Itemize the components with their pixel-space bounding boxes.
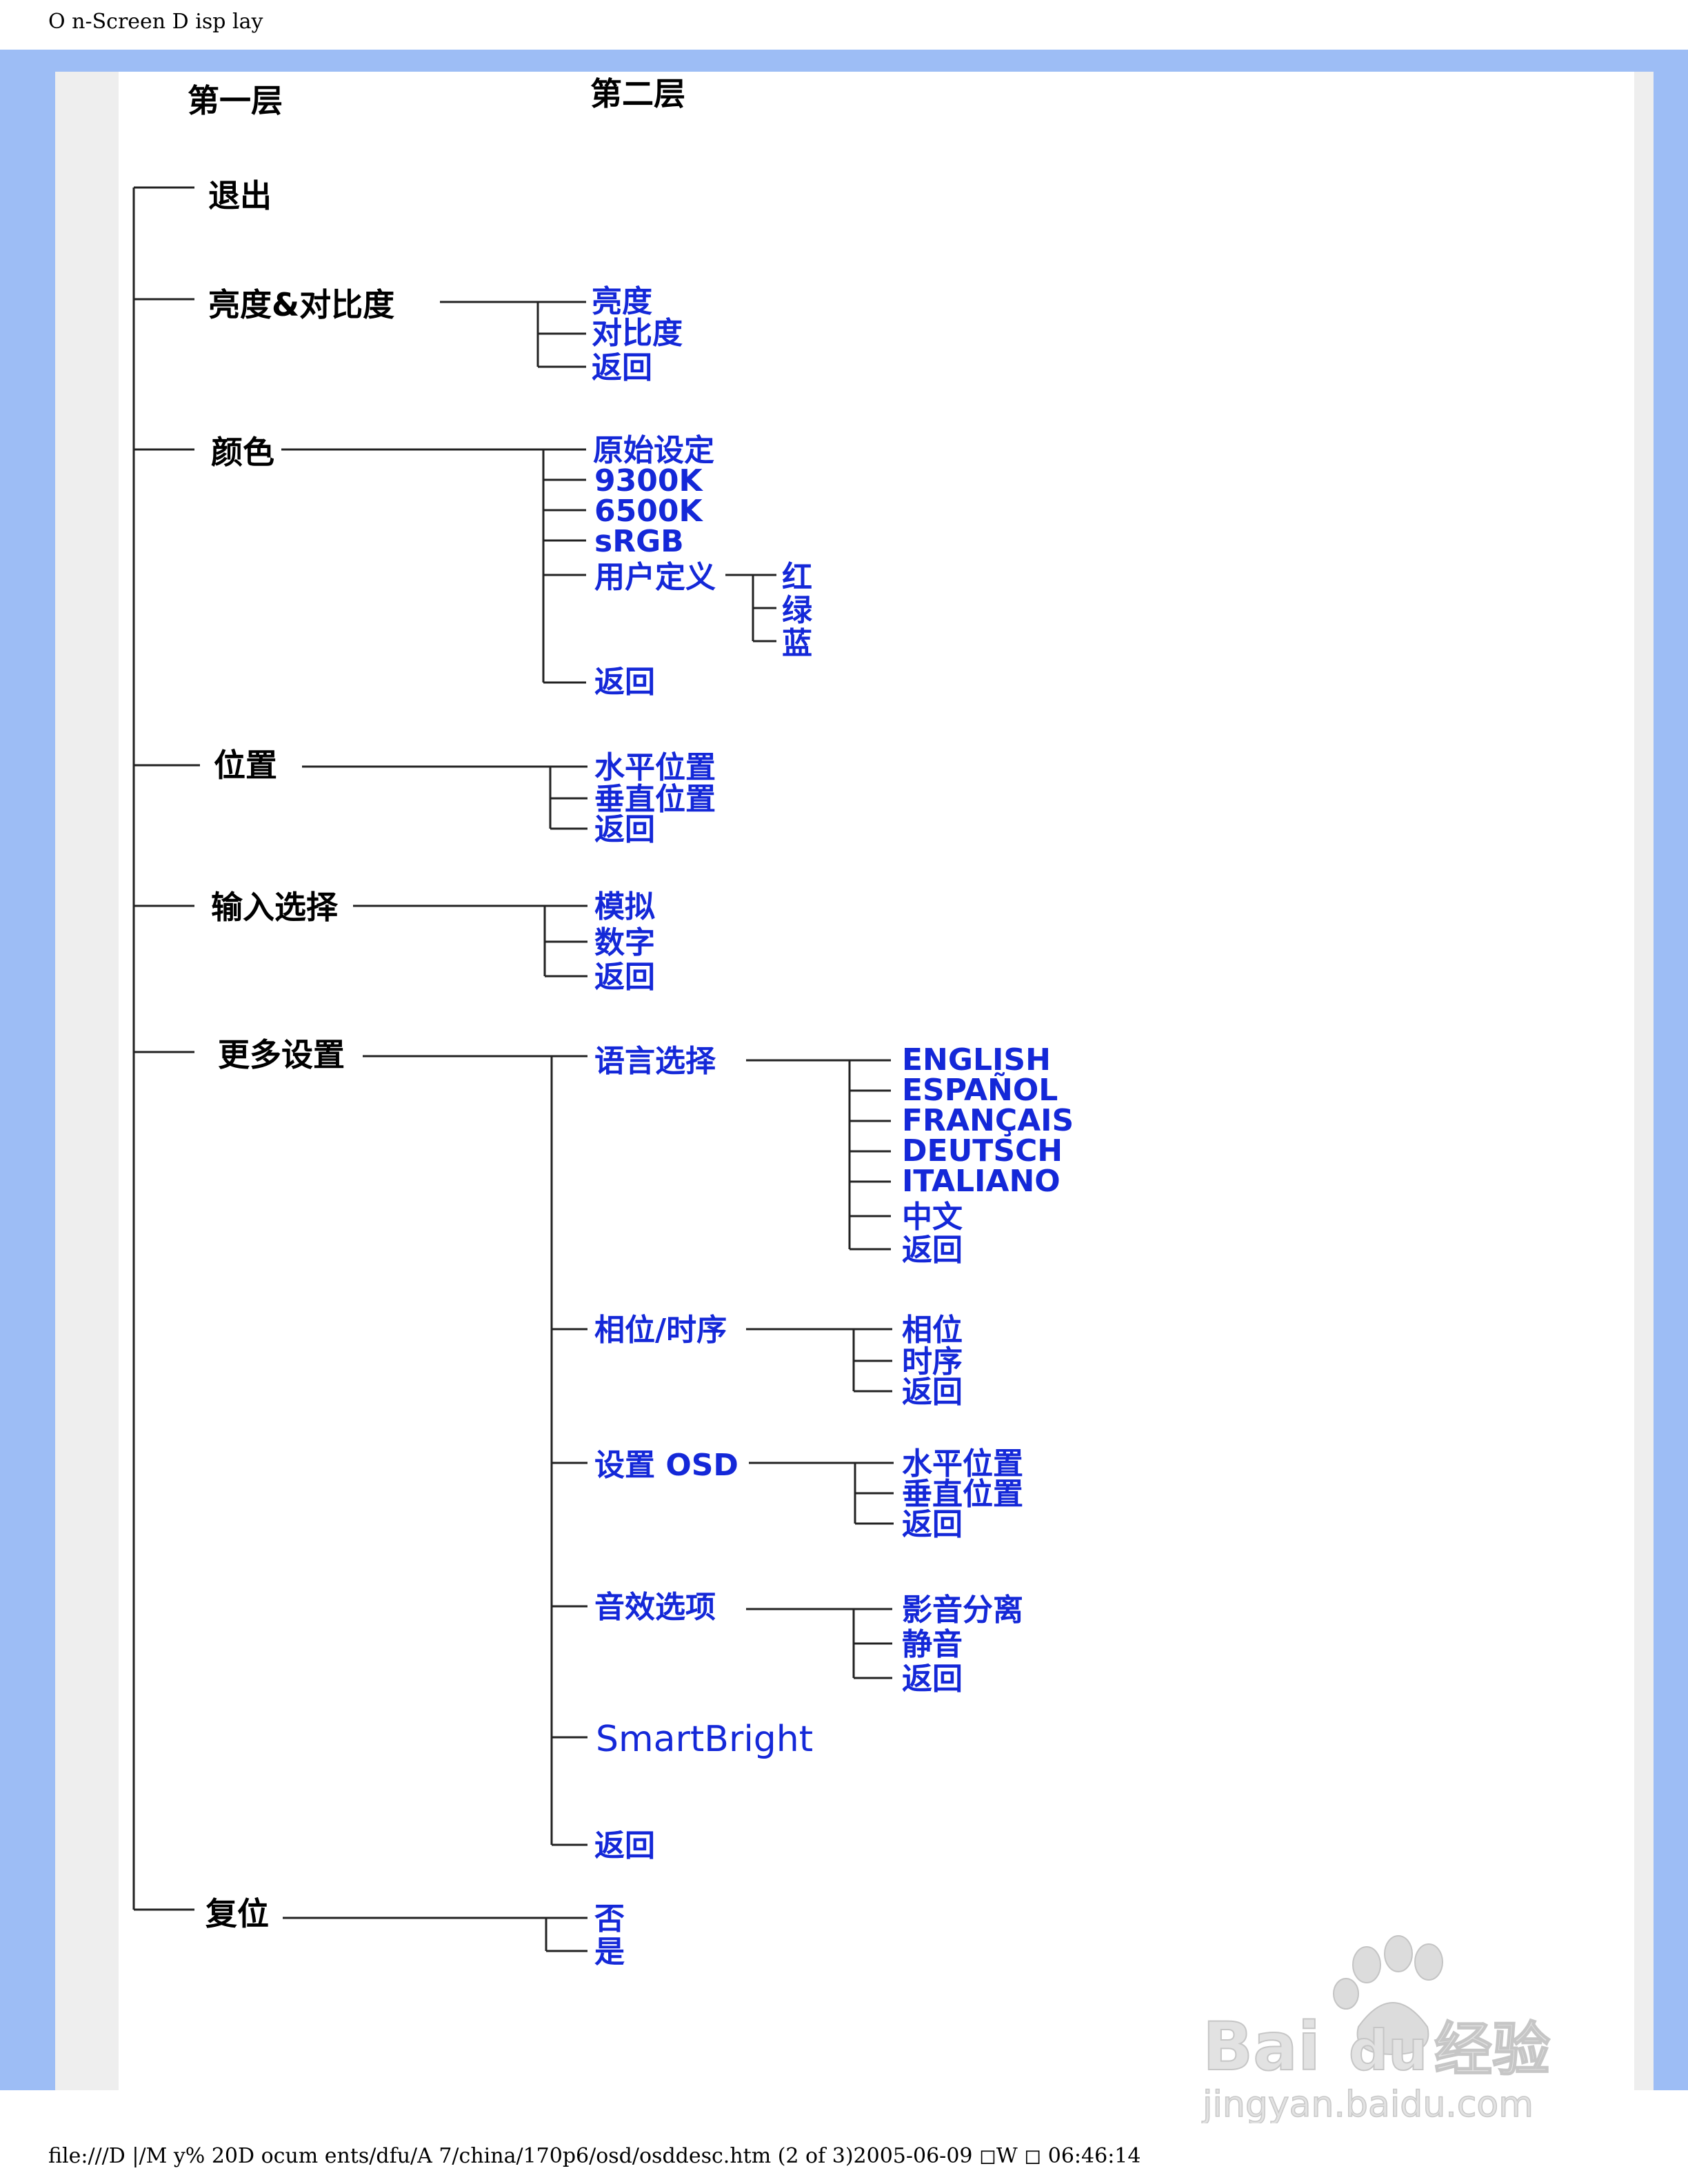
header-level2: 第二层 — [590, 75, 685, 112]
item-audio-back[interactable]: 返回 — [902, 1661, 963, 1697]
item-phase-clock-back[interactable]: 返回 — [902, 1375, 963, 1410]
watermark-brand-a: Bai — [1203, 2008, 1320, 2085]
item-phase-clock[interactable]: 相位/时序 — [594, 1313, 727, 1348]
level1-input-select: 输入选择 — [211, 889, 339, 926]
baidu-watermark: Bai du 经验 jingyan.baidu.com — [1201, 1935, 1551, 2123]
item-position-back[interactable]: 返回 — [594, 812, 655, 847]
item-espanol[interactable]: ESPAÑOL — [902, 1071, 1058, 1108]
item-contrast[interactable]: 对比度 — [592, 316, 683, 351]
item-stereo[interactable]: 影音分离 — [902, 1593, 1023, 1628]
item-more-back[interactable]: 返回 — [594, 1828, 655, 1863]
item-english[interactable]: ENGLISH — [902, 1042, 1051, 1078]
page-header: O n-Screen D isp lay — [48, 10, 263, 34]
item-input-back[interactable]: 返回 — [594, 960, 655, 995]
right-gutter — [1634, 72, 1654, 2090]
item-green[interactable]: 绿 — [782, 593, 813, 628]
level1-brightness-contrast: 亮度&对比度 — [208, 286, 394, 323]
paw-icon — [1333, 1935, 1443, 2056]
item-language[interactable]: 语言选择 — [594, 1044, 716, 1079]
item-osd-setting[interactable]: 设置 OSD — [594, 1448, 738, 1483]
item-srgb[interactable]: sRGB — [594, 524, 684, 559]
content-panel — [55, 72, 1634, 2090]
item-language-back[interactable]: 返回 — [902, 1233, 963, 1268]
item-v-position[interactable]: 垂直位置 — [594, 782, 716, 817]
level1-reset: 复位 — [205, 1895, 269, 1932]
item-no[interactable]: 否 — [594, 1901, 625, 1937]
item-smartbright[interactable]: SmartBright — [596, 1719, 813, 1760]
level1-exit: 退出 — [208, 177, 272, 214]
item-clock[interactable]: 时序 — [902, 1344, 963, 1379]
item-osd-v-position[interactable]: 垂直位置 — [902, 1477, 1023, 1512]
header-level1: 第一层 — [188, 82, 283, 119]
item-italiano[interactable]: ITALIANO — [902, 1164, 1061, 1199]
item-user-define[interactable]: 用户定义 — [594, 560, 716, 595]
item-h-position[interactable]: 水平位置 — [594, 750, 716, 785]
left-gutter — [55, 72, 119, 2090]
item-color-back[interactable]: 返回 — [594, 665, 655, 700]
item-original[interactable]: 原始设定 — [593, 433, 714, 468]
item-chinese[interactable]: 中文 — [902, 1200, 963, 1235]
item-mute[interactable]: 静音 — [902, 1627, 963, 1662]
level1-more-settings: 更多设置 — [218, 1036, 345, 1073]
item-6500k[interactable]: 6500K — [594, 494, 703, 529]
level1-color: 颜色 — [211, 434, 274, 471]
item-osd-back[interactable]: 返回 — [902, 1507, 963, 1542]
page-footer: file:///D |/M y% 20D ocum ents/dfu/A 7/c… — [48, 2144, 1141, 2168]
item-9300k[interactable]: 9300K — [594, 463, 703, 498]
item-blue[interactable]: 蓝 — [782, 626, 812, 661]
item-phase[interactable]: 相位 — [902, 1313, 963, 1348]
level1-position: 位置 — [214, 747, 277, 784]
item-brightness[interactable]: 亮度 — [592, 284, 652, 319]
item-red[interactable]: 红 — [782, 560, 812, 595]
watermark-brand-cn: 经验 — [1434, 2016, 1550, 2083]
item-yes[interactable]: 是 — [594, 1934, 625, 1970]
item-osd-h-position[interactable]: 水平位置 — [902, 1446, 1023, 1482]
watermark-brand-b: du — [1349, 2019, 1427, 2083]
item-analog[interactable]: 模拟 — [594, 889, 655, 924]
item-audio[interactable]: 音效选项 — [594, 1590, 716, 1625]
item-deutsch[interactable]: DEUTSCH — [902, 1133, 1063, 1169]
item-francais[interactable]: FRANÇAIS — [902, 1103, 1074, 1138]
watermark-url: jingyan.baidu.com — [1202, 2084, 1534, 2123]
item-brightness-back[interactable]: 返回 — [592, 350, 652, 385]
item-digital[interactable]: 数字 — [594, 925, 655, 960]
